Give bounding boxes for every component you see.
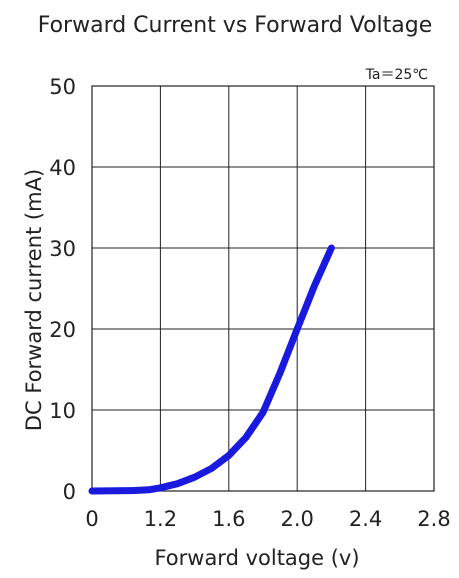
x-tick-label: 2.8	[417, 507, 450, 531]
y-axis-ticks: 0 10 20 30 40 50	[49, 75, 76, 504]
y-tick-label: 50	[49, 75, 76, 99]
y-tick-label: 0	[63, 480, 76, 504]
y-tick-label: 20	[49, 318, 76, 342]
y-tick-label: 30	[49, 237, 76, 261]
y-tick-label: 10	[49, 399, 76, 423]
temperature-annotation: Ta＝25℃	[365, 67, 428, 83]
x-tick-label: 2.4	[349, 507, 382, 531]
y-axis-label: DC Forward current (mA)	[22, 169, 46, 431]
x-axis-label: Forward voltage (v)	[154, 546, 359, 570]
x-tick-label: 1.2	[144, 507, 177, 531]
plot-frame	[91, 85, 435, 492]
y-tick-label: 40	[49, 156, 76, 180]
plot-area	[88, 244, 335, 495]
series-line	[88, 244, 335, 495]
x-axis-ticks: 0 1.2 1.6 2.0 2.4 2.8	[85, 507, 450, 531]
x-tick-label: 1.6	[212, 507, 245, 531]
chart-title: Forward Current vs Forward Voltage	[38, 13, 433, 38]
x-tick-label: 2.0	[280, 507, 313, 531]
x-tick-label: 0	[85, 507, 98, 531]
grid	[91, 85, 435, 492]
